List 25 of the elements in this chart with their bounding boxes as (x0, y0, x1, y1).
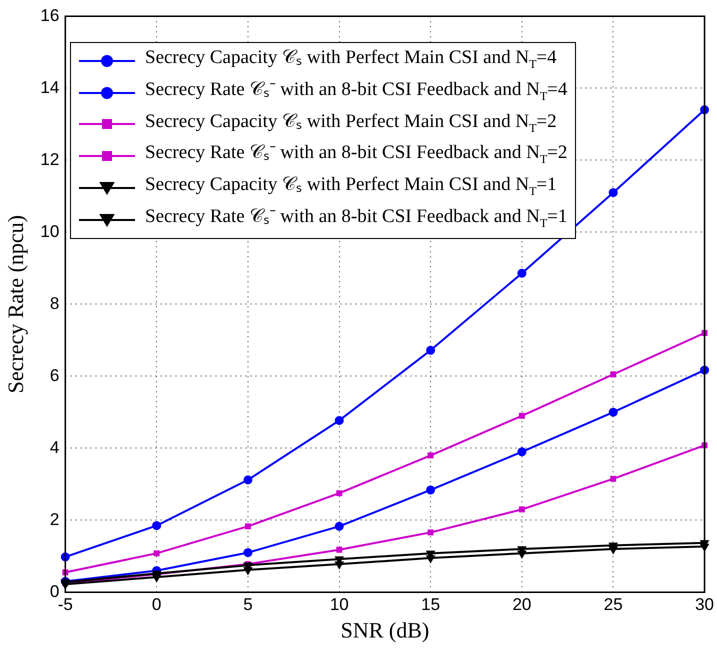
y-tick-label: 6 (50, 366, 60, 385)
y-tick-label: 8 (50, 294, 60, 313)
legend-label: Secrecy Rate 𝒞ₛ⁻ with an 8-bit CSI Feedback and N$_{T}$=1 (145, 204, 568, 232)
y-tick-label: 12 (40, 150, 60, 169)
x-tick-label: 25 (604, 595, 623, 614)
legend-label: Secrecy Capacity 𝒞ₛ with Perfect Main CSI and N$_{T}$=1 (145, 173, 557, 200)
x-tick-label: 5 (243, 595, 253, 614)
y-tick-label: 14 (40, 78, 60, 97)
legend-label: Secrecy Capacity 𝒞ₛ with Perfect Main CSI and N$_{T}$=2 (145, 110, 557, 136)
y-tick-label: 2 (50, 510, 60, 529)
y-axis-title: Secrecy Rate (npcu) (2, 215, 28, 394)
legend-label: Secrecy Rate 𝒞ₛ⁻ with an 8-bit CSI Feedback and N$_{T}$=4 (145, 78, 568, 105)
y-tick-label: 4 (50, 438, 60, 457)
x-axis-title: SNR (dB) (340, 618, 430, 643)
y-tick-label: 0 (50, 582, 60, 601)
x-tick-label: 15 (421, 595, 440, 614)
legend-label: Secrecy Capacity 𝒞ₛ with Perfect Main CSI and N$_{T}$=4 (145, 46, 557, 73)
y-tick-label: 10 (40, 222, 60, 241)
y-tick-label: 16 (40, 6, 60, 25)
x-tick-label: 20 (512, 595, 532, 614)
x-tick-label: 10 (330, 595, 349, 614)
x-tick-label: 0 (152, 595, 162, 614)
x-tick-label: -5 (58, 595, 73, 614)
legend-label: Secrecy Rate 𝒞ₛ⁻ with an 8-bit CSI Feedback and N$_{T}$=2 (145, 141, 568, 168)
x-tick-label: 30 (695, 595, 714, 614)
